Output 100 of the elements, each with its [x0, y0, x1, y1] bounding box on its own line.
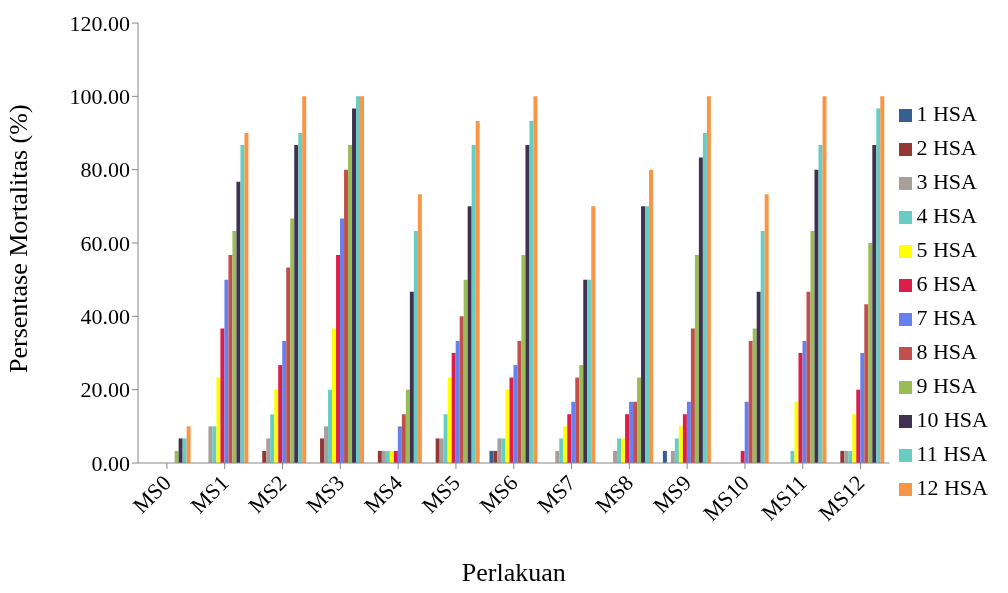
bar — [674, 438, 679, 463]
bar — [740, 450, 745, 463]
bar — [575, 377, 580, 463]
y-tick-label: 20.00 — [80, 377, 130, 403]
bar — [409, 291, 414, 463]
bar — [670, 450, 675, 463]
bar — [174, 450, 179, 463]
bar — [328, 389, 333, 463]
bar — [529, 120, 534, 463]
legend-label: 8 HSA — [916, 338, 977, 364]
bar — [760, 230, 765, 463]
bar — [563, 426, 568, 463]
bar — [377, 450, 382, 463]
bar — [228, 255, 233, 463]
bar — [694, 255, 699, 463]
bar — [385, 450, 390, 463]
bar — [320, 438, 325, 463]
bar — [475, 120, 480, 463]
bar — [682, 414, 687, 463]
bar — [232, 230, 237, 463]
bar — [447, 377, 452, 463]
bar — [629, 401, 634, 463]
bar — [463, 279, 468, 463]
bar — [806, 291, 811, 463]
bar — [302, 96, 307, 463]
bar — [270, 414, 275, 463]
y-axis-title: Persentase Mortalitas (%) — [4, 104, 34, 373]
bar — [579, 365, 584, 463]
bar — [852, 414, 857, 463]
bar — [521, 255, 526, 463]
bar — [517, 340, 522, 463]
bar — [690, 328, 695, 463]
bar — [617, 438, 622, 463]
legend-label: 4 HSA — [916, 202, 977, 228]
bar — [262, 450, 267, 463]
bar — [756, 291, 761, 463]
bar — [413, 230, 418, 463]
bar — [702, 133, 707, 463]
bar — [645, 206, 650, 463]
bar — [686, 401, 691, 463]
bar — [332, 328, 337, 463]
bar — [439, 438, 444, 463]
bar — [818, 145, 823, 463]
bar — [790, 450, 795, 463]
bar — [860, 353, 865, 463]
bar — [559, 438, 564, 463]
bar — [513, 365, 518, 463]
bar — [240, 145, 245, 463]
bar — [435, 438, 440, 463]
x-axis-title: Perlakuan — [461, 558, 566, 587]
bar — [224, 279, 229, 463]
bar — [417, 194, 422, 463]
bar — [814, 169, 819, 463]
bar — [360, 96, 365, 463]
bar — [840, 450, 845, 463]
bar — [336, 255, 341, 463]
bar — [822, 96, 827, 463]
bar — [455, 340, 460, 463]
legend-label: 11 HSA — [916, 440, 988, 466]
bar — [501, 438, 506, 463]
bar — [880, 96, 885, 463]
bar — [678, 426, 683, 463]
bar — [294, 145, 299, 463]
bar — [266, 438, 271, 463]
y-tick-label: 120.00 — [69, 10, 130, 36]
bar — [182, 438, 187, 463]
y-tick-label: 0.00 — [91, 450, 130, 476]
bar — [356, 96, 361, 463]
bar — [397, 426, 402, 463]
bar — [625, 414, 630, 463]
bar — [286, 267, 291, 463]
bar — [798, 353, 803, 463]
bar — [459, 316, 464, 463]
bar — [505, 389, 510, 463]
bar — [471, 145, 476, 463]
bar — [381, 450, 386, 463]
legend-label: 12 HSA — [916, 474, 988, 500]
bar — [613, 450, 618, 463]
bar — [405, 389, 410, 463]
bar — [467, 206, 472, 463]
bar — [706, 96, 711, 463]
bar — [864, 304, 869, 463]
bar — [752, 328, 757, 463]
bar — [621, 438, 626, 463]
bar — [662, 450, 667, 463]
legend-label: 9 HSA — [916, 372, 977, 398]
bar — [274, 389, 279, 463]
bar — [216, 377, 221, 463]
bar — [340, 218, 345, 463]
bar — [844, 450, 849, 463]
y-tick-label: 100.00 — [69, 84, 130, 110]
legend-label: 7 HSA — [916, 304, 977, 330]
bar — [344, 169, 349, 463]
bar — [298, 133, 303, 463]
bar — [393, 450, 398, 463]
x-tick-label: MS1 — [185, 470, 234, 519]
bar — [178, 438, 183, 463]
legend-label: 2 HSA — [916, 134, 977, 160]
bar — [848, 450, 853, 463]
bar — [633, 401, 638, 463]
